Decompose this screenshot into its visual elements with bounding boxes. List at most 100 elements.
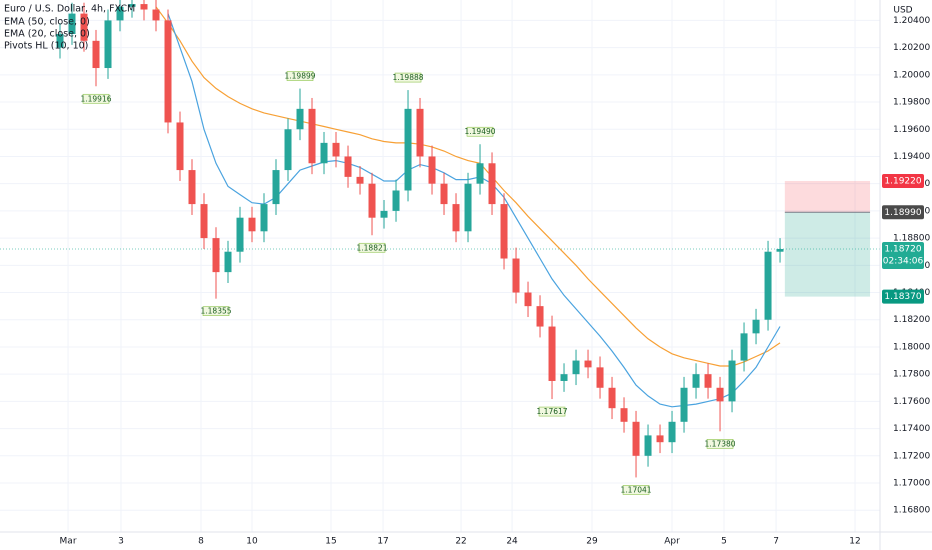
x-tick-label: 7 [773, 537, 779, 547]
pivot-label: 1.19899 [285, 72, 316, 81]
pivot-label-box [358, 242, 386, 253]
candle-body [140, 4, 148, 10]
candle-body [236, 217, 244, 252]
target-price-tag: 1.18370 [884, 292, 921, 302]
candle-body [680, 387, 688, 422]
candle-body [452, 204, 460, 232]
y-tick-label: 1.17000 [893, 479, 930, 489]
candle-body [632, 421, 640, 456]
x-tick-label: 3 [118, 537, 124, 547]
candle-body [440, 183, 448, 205]
pivot-label-box [286, 71, 314, 81]
candle-body [68, 13, 76, 35]
pivot-label-box [82, 93, 110, 104]
candle-body [116, 6, 124, 21]
candle-body [56, 34, 64, 48]
y-tick-label: 1.19600 [893, 125, 930, 135]
candle-body [620, 408, 628, 422]
x-tick-label: 12 [849, 537, 860, 547]
countdown: 02:34:06 [883, 256, 924, 266]
y-tick-label: 1.17800 [893, 370, 930, 380]
legend-entry: Pivots HL (10, 10) [4, 41, 88, 52]
x-tick-label: 8 [198, 537, 204, 547]
target-zone [784, 212, 871, 297]
x-tick-label: 17 [377, 537, 388, 547]
candle-body [332, 142, 340, 157]
y-tick-label: 1.17400 [893, 424, 930, 434]
y-tick-label: 1.18800 [893, 234, 930, 244]
pivot-label: 1.18355 [201, 307, 232, 316]
last-price-tag: 1.18720 [884, 244, 921, 254]
pivot-label: 1.17041 [621, 485, 652, 494]
candle-body [464, 183, 472, 232]
entry-price-tag: 1.18990 [884, 208, 921, 218]
pivot-label-box [466, 126, 494, 137]
x-tick-label: Apr [664, 537, 680, 547]
candle-body [104, 20, 112, 69]
candle-body [512, 258, 520, 293]
candle-body [200, 204, 208, 239]
candle-body [428, 156, 436, 184]
ema-line [155, 6, 781, 367]
y-tick-label: 1.18000 [893, 342, 930, 352]
candle-body [392, 190, 400, 211]
candle-body [716, 387, 724, 402]
y-tick-label: 1.17200 [893, 451, 930, 461]
y-tick-label: 1.20000 [893, 70, 930, 80]
x-tick-label: Mar [60, 537, 77, 547]
stop-zone [784, 180, 871, 213]
last-price-box [882, 241, 924, 269]
candle-body [164, 20, 172, 123]
candle-body [404, 108, 412, 191]
pivot-label-box [622, 485, 650, 495]
candle-body [368, 183, 376, 218]
candle-body [80, 13, 88, 41]
candle-body [644, 435, 652, 456]
candle-body [572, 360, 580, 375]
candle-body [752, 319, 760, 334]
candle-body [704, 374, 712, 388]
pivot-label: 1.18821 [357, 243, 388, 252]
pivot-label-box [538, 406, 566, 417]
candle-body [488, 163, 496, 205]
candle-body [224, 251, 232, 273]
chart-title: Euro / U.S. Dollar, 4h, FXCM [4, 4, 135, 15]
candle-body [92, 40, 100, 69]
candle-body [212, 238, 220, 273]
candle-body [656, 435, 664, 443]
candle-body [188, 170, 196, 205]
candle-body [584, 360, 592, 368]
y-tick-label: 1.20400 [893, 16, 930, 26]
candle-body [740, 333, 748, 361]
candle-body [692, 374, 700, 388]
y-tick-label: 1.18200 [893, 315, 930, 325]
legend-entry: EMA (20, close, 0) [4, 29, 90, 40]
candle-body [272, 170, 280, 205]
ema-line [167, 13, 781, 408]
pivot-label: 1.17380 [705, 439, 736, 448]
candle-body [560, 374, 568, 381]
candle-body [356, 176, 364, 184]
x-tick-label: 24 [506, 537, 518, 547]
candle-body [344, 156, 352, 177]
candle-body [380, 210, 388, 218]
candle-body [608, 387, 616, 409]
pivot-label: 1.19916 [80, 94, 111, 103]
plot-area: 1.19916 1.18355 1.19899 1.18821 1.19888 1.194… [0, 0, 880, 532]
target-price-tag-box [882, 289, 924, 304]
candle-body [152, 9, 160, 21]
candle-body [416, 108, 424, 157]
entry-price-tag-box [882, 205, 924, 220]
candle-body [776, 248, 784, 252]
pivot-label: 1.17617 [537, 407, 568, 416]
candle-body [728, 360, 736, 402]
candle-body [260, 204, 268, 232]
candle-body [320, 142, 328, 164]
pivot-label-box [706, 439, 734, 449]
stop-price-tag: 1.19220 [884, 176, 921, 186]
legend-entry: EMA (50, close, 0) [4, 17, 90, 28]
pivot-label: 1.19490 [465, 127, 496, 136]
candle-body [548, 326, 556, 381]
candle-body [308, 108, 316, 164]
y-tick-label: 1.19400 [893, 152, 930, 162]
